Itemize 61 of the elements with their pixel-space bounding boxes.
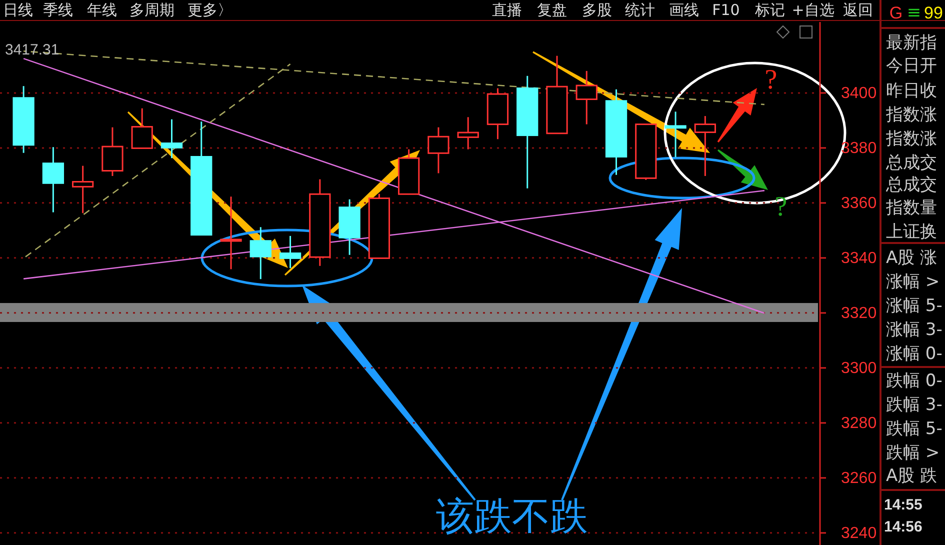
text: 涨幅 5- <box>886 296 942 316</box>
text: 年线 <box>87 1 117 19</box>
text: 昨日收 <box>886 81 937 101</box>
y-tick-label: 3340 <box>841 250 877 268</box>
text: 14:55 <box>884 496 922 514</box>
text: F10 <box>712 1 740 19</box>
y-tick-label: 3260 <box>841 470 877 488</box>
text: 涨幅 > <box>886 272 940 292</box>
candlestick <box>576 70 598 126</box>
text: 最新指 <box>886 33 937 53</box>
y-tick-label: 3300 <box>841 360 877 378</box>
candlestick <box>457 116 479 150</box>
text: ≡ <box>906 3 922 23</box>
y-tick-label: 3400 <box>841 85 877 102</box>
text: 画线 <box>669 1 699 19</box>
text: 指数涨 <box>885 105 937 125</box>
text: 总成交 <box>885 153 937 173</box>
text: 更多〉 <box>188 1 232 19</box>
text: 总成交 <box>885 175 937 195</box>
text: 跌幅 0- <box>886 371 942 391</box>
text: A股 跌 <box>886 466 938 486</box>
text: 标记 <box>754 1 785 19</box>
text: 直播 <box>492 1 522 19</box>
text: 跌幅 > <box>886 443 940 463</box>
candlestick <box>664 110 686 158</box>
candlestick <box>694 115 716 177</box>
candlestick <box>250 226 272 280</box>
text: 99 <box>924 4 943 22</box>
candlestick <box>279 235 302 269</box>
text: 涨幅 0- <box>886 344 942 364</box>
y-tick-label: 3320 <box>841 305 877 322</box>
candlestick <box>428 126 450 174</box>
text: 指数涨 <box>885 129 937 149</box>
text: 涨幅 3- <box>886 320 942 340</box>
text: +自选 <box>792 1 834 19</box>
text: 日线 <box>3 1 33 19</box>
y-tick-label: 3240 <box>841 525 877 542</box>
y-tick-label: 3360 <box>841 195 877 212</box>
candlestick <box>160 118 183 159</box>
annotation: 3417.31 <box>5 42 60 58</box>
text: 跌幅 3- <box>886 395 942 415</box>
text: 季线 <box>43 1 73 19</box>
text: 14:56 <box>884 518 922 536</box>
candlestick <box>220 196 242 270</box>
text: G <box>889 4 903 22</box>
text: 指数量 <box>885 198 937 218</box>
candlestick <box>42 146 64 214</box>
text: 多周期 <box>130 1 174 19</box>
text: 统计 <box>625 1 655 19</box>
annotation: 该跌不跌 <box>436 494 588 538</box>
text: 复盘 <box>537 1 567 19</box>
candlestick <box>131 108 153 149</box>
text: 多股 <box>582 1 612 19</box>
y-tick-label: 3280 <box>841 415 877 432</box>
text: A股 涨 <box>886 248 938 268</box>
text: 返回 <box>843 1 873 19</box>
text: 今日开 <box>886 56 937 76</box>
text: 跌幅 5- <box>886 419 942 439</box>
text: 上证换 <box>886 222 937 242</box>
annotation: ? <box>764 64 778 96</box>
candlestick <box>72 165 94 214</box>
